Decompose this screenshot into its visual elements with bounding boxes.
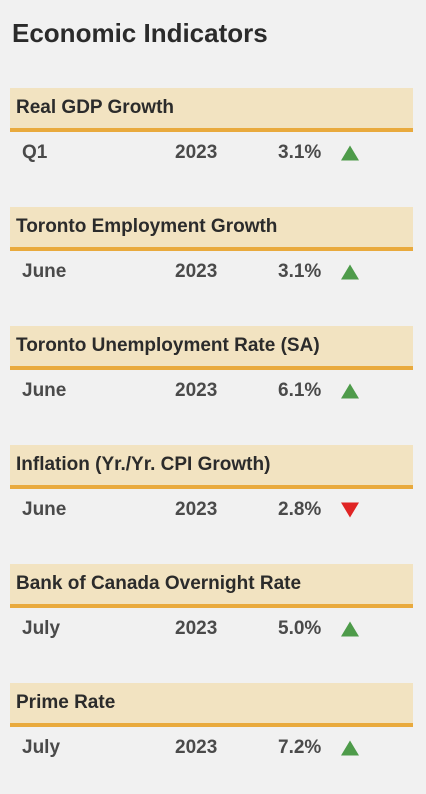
indicator-period: June	[22, 499, 67, 520]
indicator-value: 3.1%	[278, 142, 322, 163]
indicator-row: June 2023 6.1%	[10, 370, 413, 412]
indicator-header: Bank of Canada Overnight Rate	[10, 564, 413, 608]
indicator-value: 5.0%	[278, 618, 322, 639]
indicator-period: June	[22, 261, 67, 282]
indicator-header: Toronto Unemployment Rate (SA)	[10, 326, 413, 370]
indicator-value: 7.2%	[278, 737, 322, 758]
indicator-period: June	[22, 380, 67, 401]
indicator-panel-prime-rate: Prime Rate July 2023 7.2%	[10, 683, 413, 769]
indicator-header: Prime Rate	[10, 683, 413, 727]
indicator-header: Toronto Employment Growth	[10, 207, 413, 251]
indicator-year: 2023	[175, 142, 218, 163]
indicator-title: Bank of Canada Overnight Rate	[16, 573, 302, 594]
indicator-panel-toronto-unemployment-rate: Toronto Unemployment Rate (SA) June 2023…	[10, 326, 413, 412]
indicator-title: Real GDP Growth	[16, 97, 175, 118]
indicator-year: 2023	[175, 499, 218, 520]
triangle-up-icon	[341, 621, 359, 637]
indicator-header: Inflation (Yr./Yr. CPI Growth)	[10, 445, 413, 489]
indicator-value: 6.1%	[278, 380, 322, 401]
indicator-period: July	[22, 618, 61, 639]
indicator-period: July	[22, 737, 61, 758]
indicator-year: 2023	[175, 618, 218, 639]
triangle-up-icon	[341, 145, 359, 161]
triangle-up-icon	[341, 383, 359, 399]
indicator-panel-toronto-employment-growth: Toronto Employment Growth June 2023 3.1%	[10, 207, 413, 293]
indicator-row: Q1 2023 3.1%	[10, 132, 413, 174]
triangle-up-icon	[341, 264, 359, 280]
indicator-title: Toronto Employment Growth	[16, 216, 278, 237]
indicator-row: July 2023 7.2%	[10, 727, 413, 769]
indicator-row: July 2023 5.0%	[10, 608, 413, 650]
indicator-year: 2023	[175, 261, 218, 282]
indicator-year: 2023	[175, 737, 218, 758]
triangle-up-icon	[341, 740, 359, 756]
indicator-value: 3.1%	[278, 261, 322, 282]
indicator-row: June 2023 3.1%	[10, 251, 413, 293]
page-title: Economic Indicators	[12, 18, 268, 48]
indicator-period: Q1	[22, 142, 48, 163]
indicator-year: 2023	[175, 380, 218, 401]
triangle-down-icon	[341, 502, 359, 518]
indicator-panel-bank-of-canada-overnight-rate: Bank of Canada Overnight Rate July 2023 …	[10, 564, 413, 650]
indicator-panel-real-gdp-growth: Real GDP Growth Q1 2023 3.1%	[10, 88, 413, 174]
indicator-row: June 2023 2.8%	[10, 489, 413, 531]
indicator-title: Inflation (Yr./Yr. CPI Growth)	[16, 454, 271, 475]
indicator-title: Toronto Unemployment Rate (SA)	[16, 335, 320, 356]
indicator-title: Prime Rate	[16, 692, 116, 713]
indicator-header: Real GDP Growth	[10, 88, 413, 132]
indicator-panel-inflation: Inflation (Yr./Yr. CPI Growth) June 2023…	[10, 445, 413, 531]
indicator-value: 2.8%	[278, 499, 322, 520]
